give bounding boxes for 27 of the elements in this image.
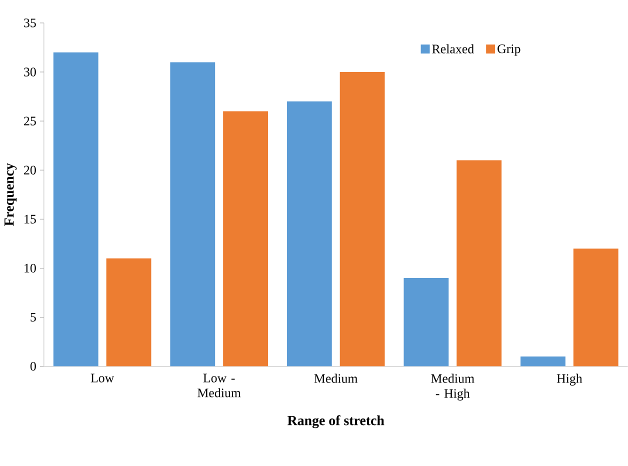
bar — [223, 111, 268, 366]
y-tick-label: 20 — [24, 166, 36, 174]
y-axis-title: Frequency — [4, 163, 17, 226]
x-tick-label: Medium - High — [431, 374, 474, 400]
bar — [170, 62, 216, 366]
y-tick-label: 5 — [30, 312, 36, 322]
bar — [520, 356, 566, 366]
bar — [456, 160, 502, 366]
x-tick-label: Low - Medium — [198, 374, 241, 398]
x-tick-label: High — [556, 374, 582, 386]
x-tick-label: Medium — [314, 374, 358, 383]
x-axis-title: Range of stretch — [288, 415, 384, 428]
legend-label: Relaxed — [432, 44, 474, 54]
x-tick-label: Low — [90, 374, 114, 382]
bar — [573, 248, 618, 366]
bar — [53, 52, 98, 366]
bar — [404, 278, 449, 366]
bar — [106, 258, 152, 366]
y-tick-label: 25 — [24, 116, 36, 126]
y-tick-label: 35 — [24, 18, 36, 28]
y-tick-label: 30 — [24, 68, 36, 76]
bar — [286, 101, 332, 366]
y-tick-label: 0 — [30, 362, 36, 371]
y-tick-label: 10 — [24, 264, 36, 273]
legend-label: Grip — [498, 44, 520, 56]
y-tick-label: 15 — [24, 214, 36, 224]
bar — [340, 72, 385, 366]
